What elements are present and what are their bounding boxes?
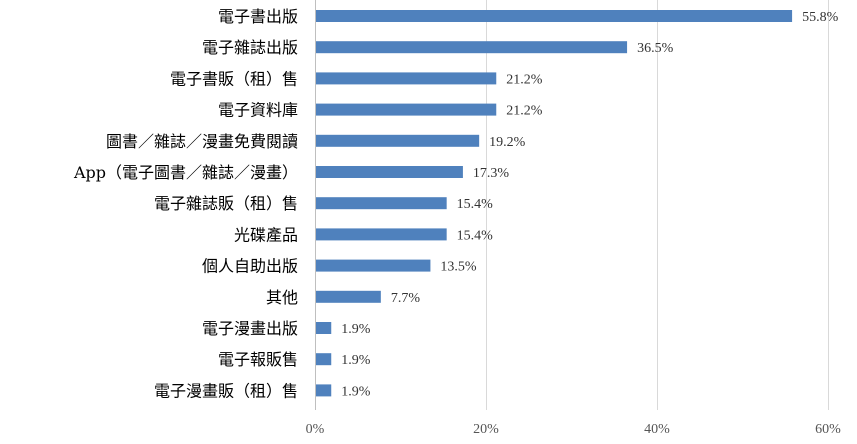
category-label: 電子報販售 (218, 350, 298, 369)
bar (316, 259, 431, 272)
x-tick-label: 40% (644, 422, 670, 437)
bar (316, 322, 332, 334)
category-label: 圖書／雜誌／漫畫免費閱讀 (106, 132, 298, 151)
bar (316, 228, 447, 241)
x-tick-label: 0% (306, 422, 325, 437)
value-label: 7.7% (391, 291, 421, 306)
value-labels: 55.8% 36.5% 21.2% 21.2% 19.2% 17.3% 15.4% 15.4%… (341, 10, 838, 399)
category-label: 電子書出版 (218, 7, 298, 26)
value-label: 21.2% (506, 72, 543, 87)
bar (316, 197, 447, 210)
bar (316, 384, 332, 397)
x-tick-label: 60% (815, 422, 841, 437)
bar (316, 166, 463, 178)
value-label: 13.5% (440, 260, 477, 275)
category-label: 電子雜誌出版 (202, 38, 298, 57)
category-label: 電子漫畫販（租）售 (154, 381, 298, 400)
category-label: 電子雜誌販（租）售 (154, 194, 298, 213)
category-label: 其他 (266, 288, 298, 307)
category-label: 光碟產品 (234, 225, 298, 244)
bar (316, 41, 628, 54)
category-label: 電子資料庫 (218, 101, 298, 120)
bar (316, 353, 332, 366)
category-label: 電子書販（租）售 (170, 69, 298, 88)
category-label: App（電子圖書／雜誌／漫畫） (73, 163, 298, 182)
gridlines (315, 0, 829, 410)
value-label: 21.2% (506, 104, 543, 119)
category-label: 個人自助出版 (202, 257, 298, 276)
bar (316, 103, 497, 116)
x-axis-ticks: 0% 20% 40% 60% (306, 422, 842, 437)
value-label: 17.3% (473, 166, 510, 181)
value-label: 1.9% (341, 322, 371, 337)
value-label: 15.4% (457, 197, 494, 212)
value-label: 1.9% (341, 353, 371, 368)
value-label: 1.9% (341, 384, 371, 399)
bar (316, 134, 480, 147)
bars (316, 10, 793, 397)
value-label: 55.8% (802, 10, 839, 25)
category-label: 電子漫畫出版 (202, 319, 298, 338)
bar (316, 290, 381, 303)
bar (316, 10, 793, 22)
bar (316, 72, 497, 85)
x-tick-label: 20% (473, 422, 499, 437)
value-label: 19.2% (489, 135, 526, 150)
value-label: 15.4% (457, 228, 494, 243)
value-label: 36.5% (637, 41, 674, 56)
